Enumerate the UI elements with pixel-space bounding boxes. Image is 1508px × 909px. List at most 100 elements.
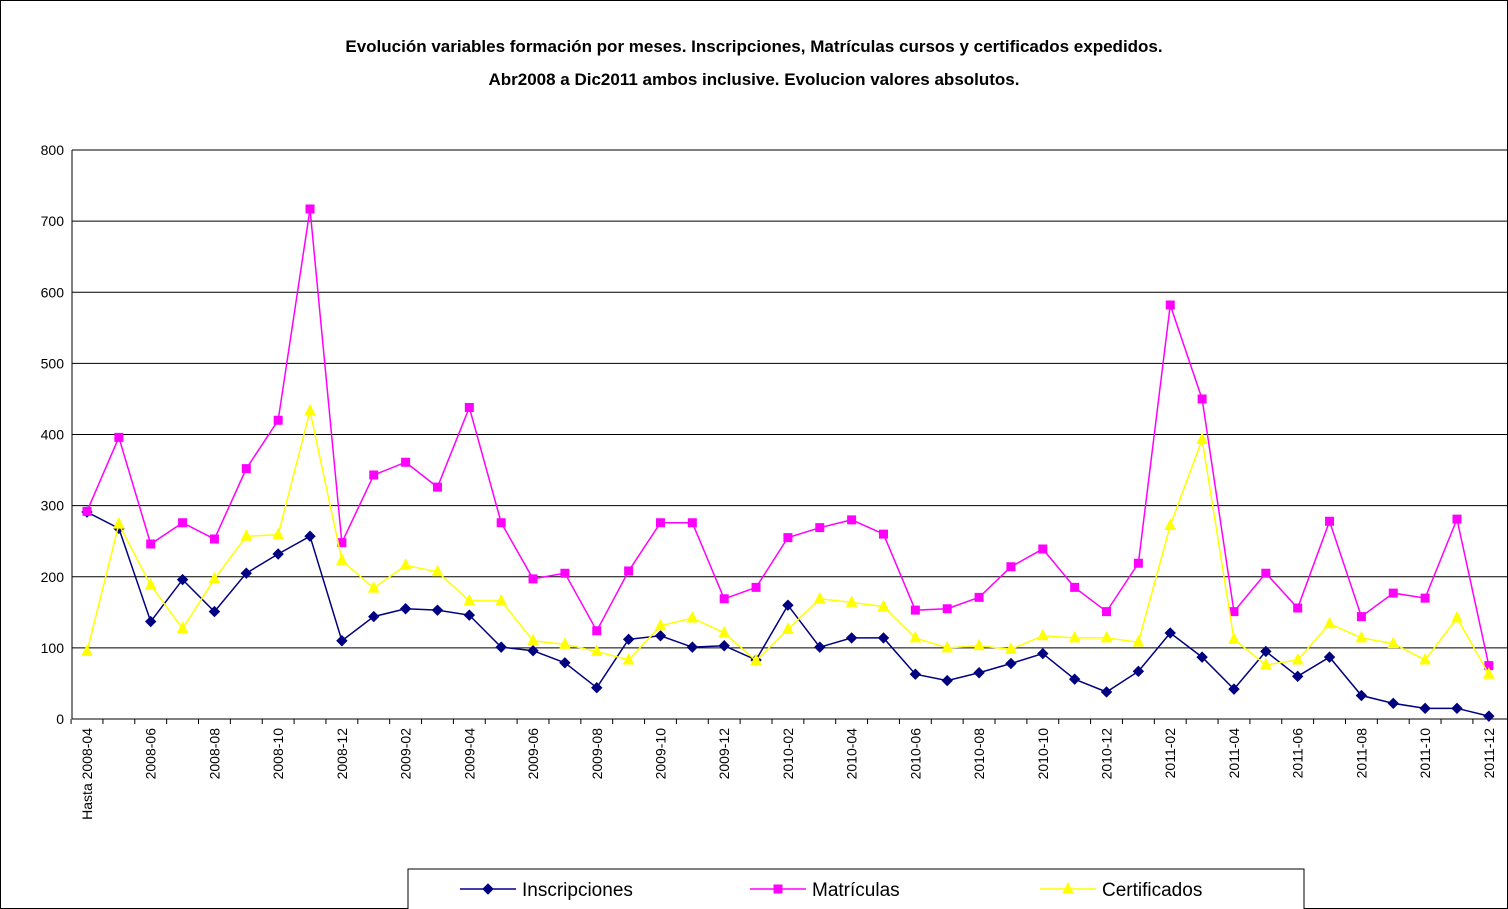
data-point	[241, 464, 251, 474]
data-point	[751, 582, 761, 592]
data-point	[272, 548, 284, 560]
data-point	[1005, 657, 1017, 670]
x-tick-label: 2010-02	[780, 728, 796, 780]
y-tick-label: 300	[41, 498, 65, 514]
data-point	[718, 625, 731, 638]
data-point	[1293, 603, 1303, 613]
data-point	[1132, 635, 1145, 647]
data-point	[81, 644, 93, 656]
data-point	[1132, 665, 1145, 678]
data-point	[145, 615, 157, 628]
data-point	[590, 644, 603, 656]
data-point	[813, 591, 826, 604]
data-point	[909, 630, 922, 643]
data-point	[1100, 686, 1113, 698]
data-point	[1291, 652, 1304, 665]
data-point	[877, 599, 890, 612]
legend-marker	[773, 884, 783, 894]
x-tick-label: 2011-12	[1481, 728, 1497, 779]
data-point	[527, 645, 539, 657]
x-tick-label: Hasta 2008-04	[79, 728, 95, 820]
data-point	[1164, 627, 1176, 639]
data-point	[622, 633, 635, 646]
data-point	[1006, 562, 1016, 572]
data-point	[146, 539, 156, 549]
data-point	[1261, 568, 1271, 578]
data-point	[782, 599, 794, 611]
data-point	[1196, 651, 1208, 663]
data-point	[495, 593, 507, 606]
data-point	[144, 578, 157, 590]
data-point	[1387, 697, 1399, 710]
data-point	[1356, 612, 1366, 622]
x-tick-label: 2011-10	[1417, 728, 1433, 779]
data-point	[1037, 647, 1049, 660]
data-point	[336, 553, 348, 565]
data-point	[1005, 642, 1017, 654]
data-point	[1355, 630, 1368, 643]
data-point	[527, 633, 539, 646]
data-point	[592, 626, 602, 636]
data-point	[1325, 516, 1335, 526]
data-point	[560, 568, 570, 578]
data-point	[304, 530, 316, 542]
data-point	[1036, 628, 1049, 641]
data-point	[974, 592, 984, 602]
x-tick-label: 2009-02	[398, 728, 414, 780]
data-point	[686, 610, 699, 623]
data-point	[209, 534, 219, 544]
data-point	[1388, 588, 1398, 598]
x-tick-label: 2010-06	[907, 728, 923, 780]
data-point	[687, 518, 697, 528]
data-point	[431, 604, 444, 616]
data-point	[622, 652, 635, 665]
chart-subtitle: Abr2008 a Dic2011 ambos inclusive. Evolu…	[488, 70, 1019, 89]
data-point	[1291, 670, 1304, 683]
chart-title: Evolución variables formación por meses.…	[345, 37, 1162, 56]
data-point	[1100, 630, 1113, 643]
data-point	[1068, 630, 1081, 643]
x-tick-label: 2009-08	[589, 728, 605, 780]
data-point	[1483, 667, 1495, 679]
data-point	[208, 571, 221, 584]
data-point	[1260, 657, 1272, 670]
y-tick-label: 200	[41, 569, 65, 585]
data-point	[877, 632, 890, 644]
data-point	[941, 674, 953, 687]
data-point	[1197, 394, 1207, 404]
data-point	[718, 640, 730, 652]
data-point	[782, 622, 794, 634]
data-point	[1387, 636, 1400, 649]
data-point	[847, 515, 857, 525]
data-point	[399, 603, 412, 615]
data-point	[941, 640, 954, 653]
data-point	[1260, 645, 1272, 658]
data-point	[1165, 300, 1175, 310]
data-point	[464, 402, 474, 412]
data-point	[367, 581, 380, 593]
data-point	[495, 641, 507, 653]
data-point	[1483, 710, 1495, 722]
data-point	[1451, 610, 1463, 623]
data-point	[591, 681, 603, 694]
data-point	[463, 609, 476, 621]
x-tick-label: 2010-04	[844, 728, 860, 780]
data-point	[401, 457, 411, 467]
x-tick-label: 2009-12	[716, 728, 732, 780]
data-point	[1228, 632, 1240, 644]
data-point	[1196, 432, 1208, 444]
data-point	[528, 574, 538, 584]
legend-marker	[482, 883, 494, 895]
data-point	[305, 204, 315, 214]
data-point	[176, 573, 189, 586]
data-point	[750, 653, 762, 666]
data-point	[496, 518, 506, 528]
data-point	[910, 605, 920, 615]
data-point	[336, 635, 348, 647]
legend-marker	[1062, 881, 1074, 894]
data-point	[1070, 582, 1080, 592]
x-tick-label: 2008-08	[206, 728, 222, 780]
data-point	[909, 668, 922, 680]
data-point	[1419, 652, 1431, 665]
